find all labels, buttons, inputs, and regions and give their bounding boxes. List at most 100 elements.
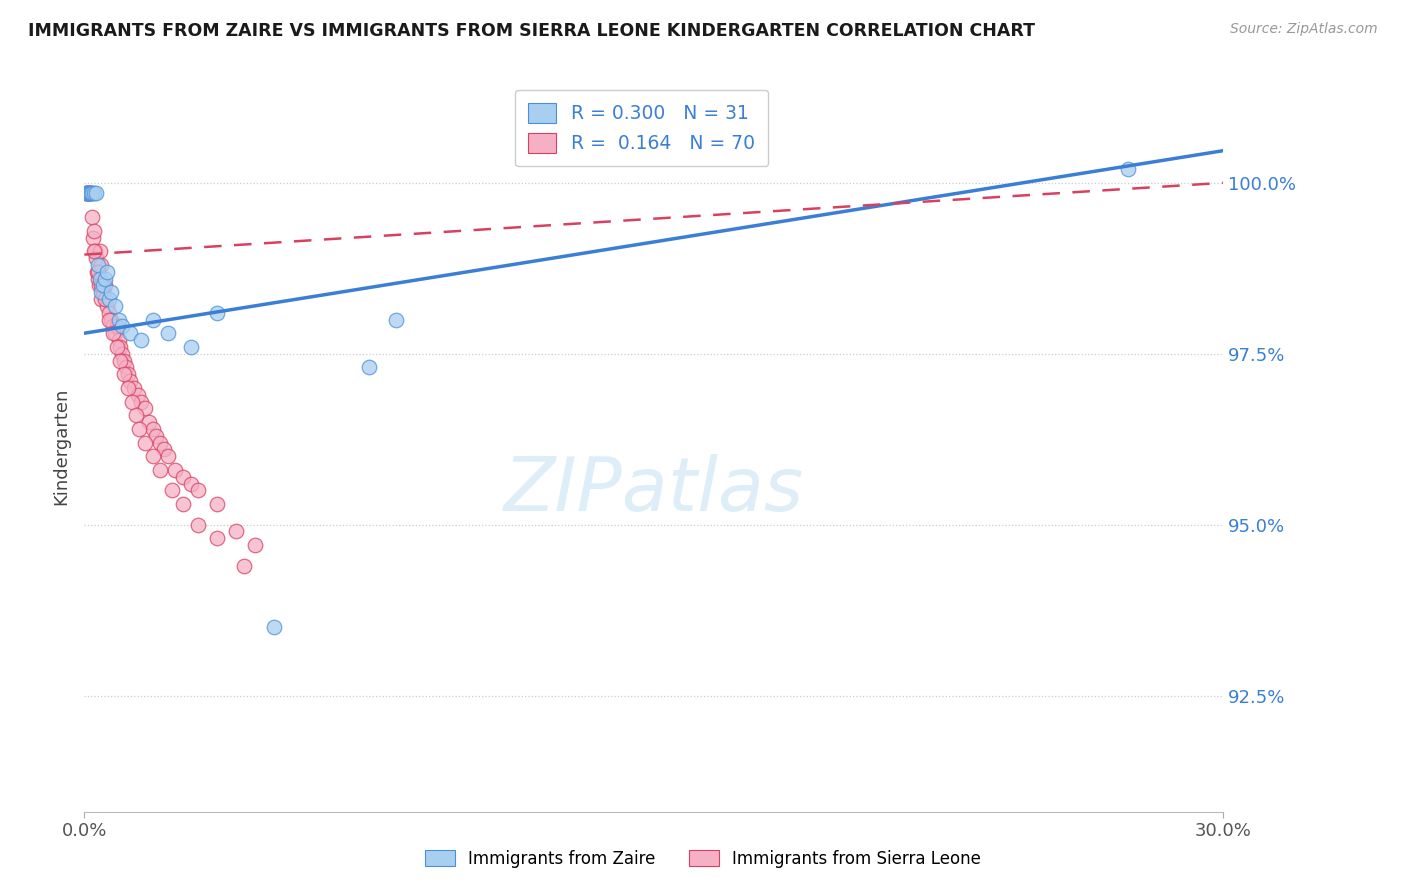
Point — [112, 368, 135, 382]
Point — [111, 347, 134, 361]
Point — [89, 244, 111, 259]
Point — [86, 271, 108, 285]
Point — [134, 401, 156, 416]
Point — [121, 394, 143, 409]
Point — [104, 299, 127, 313]
Point — [165, 463, 187, 477]
Text: ZIPatlas: ZIPatlas — [503, 454, 804, 526]
Point — [225, 524, 247, 539]
Point — [187, 483, 209, 498]
Point — [80, 210, 103, 224]
Point — [180, 476, 202, 491]
Point — [359, 360, 381, 375]
Point — [107, 312, 129, 326]
Point — [90, 285, 112, 300]
Point — [93, 278, 115, 293]
Text: IMMIGRANTS FROM ZAIRE VS IMMIGRANTS FROM SIERRA LEONE KINDERGARTEN CORRELATION C: IMMIGRANTS FROM ZAIRE VS IMMIGRANTS FROM… — [28, 22, 1035, 40]
Point — [101, 319, 124, 334]
Point — [187, 517, 209, 532]
Point — [86, 265, 108, 279]
Point — [105, 340, 128, 354]
Point — [149, 463, 172, 477]
Point — [77, 186, 100, 200]
Point — [94, 278, 117, 293]
Point — [75, 186, 97, 200]
Point — [79, 186, 101, 200]
Point — [107, 333, 129, 347]
Point — [86, 265, 108, 279]
Point — [100, 312, 122, 326]
Point — [207, 306, 229, 320]
Point — [134, 435, 156, 450]
Point — [98, 306, 121, 320]
Point — [207, 531, 229, 545]
Point — [76, 186, 98, 200]
Point — [207, 497, 229, 511]
Point — [90, 278, 112, 293]
Point — [84, 251, 107, 265]
Legend: Immigrants from Zaire, Immigrants from Sierra Leone: Immigrants from Zaire, Immigrants from S… — [418, 844, 988, 875]
Point — [145, 429, 167, 443]
Point — [172, 497, 194, 511]
Point — [98, 312, 121, 326]
Point — [111, 319, 134, 334]
Point — [110, 353, 132, 368]
Point — [90, 258, 112, 272]
Point — [83, 186, 105, 200]
Point — [80, 186, 103, 200]
Point — [124, 409, 146, 423]
Point — [117, 368, 139, 382]
Point — [245, 538, 267, 552]
Point — [112, 353, 135, 368]
Point — [82, 230, 104, 244]
Point — [76, 186, 98, 200]
Point — [100, 285, 122, 300]
Point — [89, 271, 111, 285]
Point — [87, 278, 110, 293]
Text: Source: ZipAtlas.com: Source: ZipAtlas.com — [1230, 22, 1378, 37]
Point — [149, 435, 172, 450]
Point — [160, 483, 183, 498]
Point — [142, 422, 165, 436]
Point — [110, 340, 132, 354]
Point — [129, 394, 153, 409]
Point — [79, 186, 101, 200]
Point — [122, 381, 145, 395]
Point — [128, 422, 150, 436]
Point — [142, 312, 165, 326]
Point — [118, 326, 141, 341]
Point — [180, 340, 202, 354]
Point — [96, 265, 118, 279]
Point — [83, 244, 105, 259]
Point — [117, 381, 139, 395]
Point — [83, 224, 105, 238]
Point — [138, 415, 160, 429]
Point — [77, 186, 100, 200]
Point — [93, 285, 115, 300]
Point — [156, 326, 179, 341]
Point — [129, 333, 153, 347]
Point — [232, 558, 254, 573]
Y-axis label: Kindergarten: Kindergarten — [52, 387, 70, 505]
Point — [101, 326, 124, 341]
Point — [104, 326, 127, 341]
Point — [80, 186, 103, 200]
Point — [80, 186, 103, 200]
Point — [263, 620, 285, 634]
Point — [86, 258, 108, 272]
Point — [1118, 162, 1140, 177]
Point — [84, 186, 107, 200]
Point — [156, 449, 179, 463]
Point — [77, 186, 100, 200]
Point — [77, 186, 100, 200]
Point — [142, 449, 165, 463]
Point — [84, 244, 107, 259]
Point — [153, 442, 176, 457]
Point — [75, 186, 97, 200]
Point — [96, 299, 118, 313]
Point — [172, 469, 194, 483]
Legend: R = 0.300   N = 31, R =  0.164   N = 70: R = 0.300 N = 31, R = 0.164 N = 70 — [515, 90, 769, 166]
Point — [105, 319, 128, 334]
Point — [90, 292, 112, 306]
Point — [384, 312, 406, 326]
